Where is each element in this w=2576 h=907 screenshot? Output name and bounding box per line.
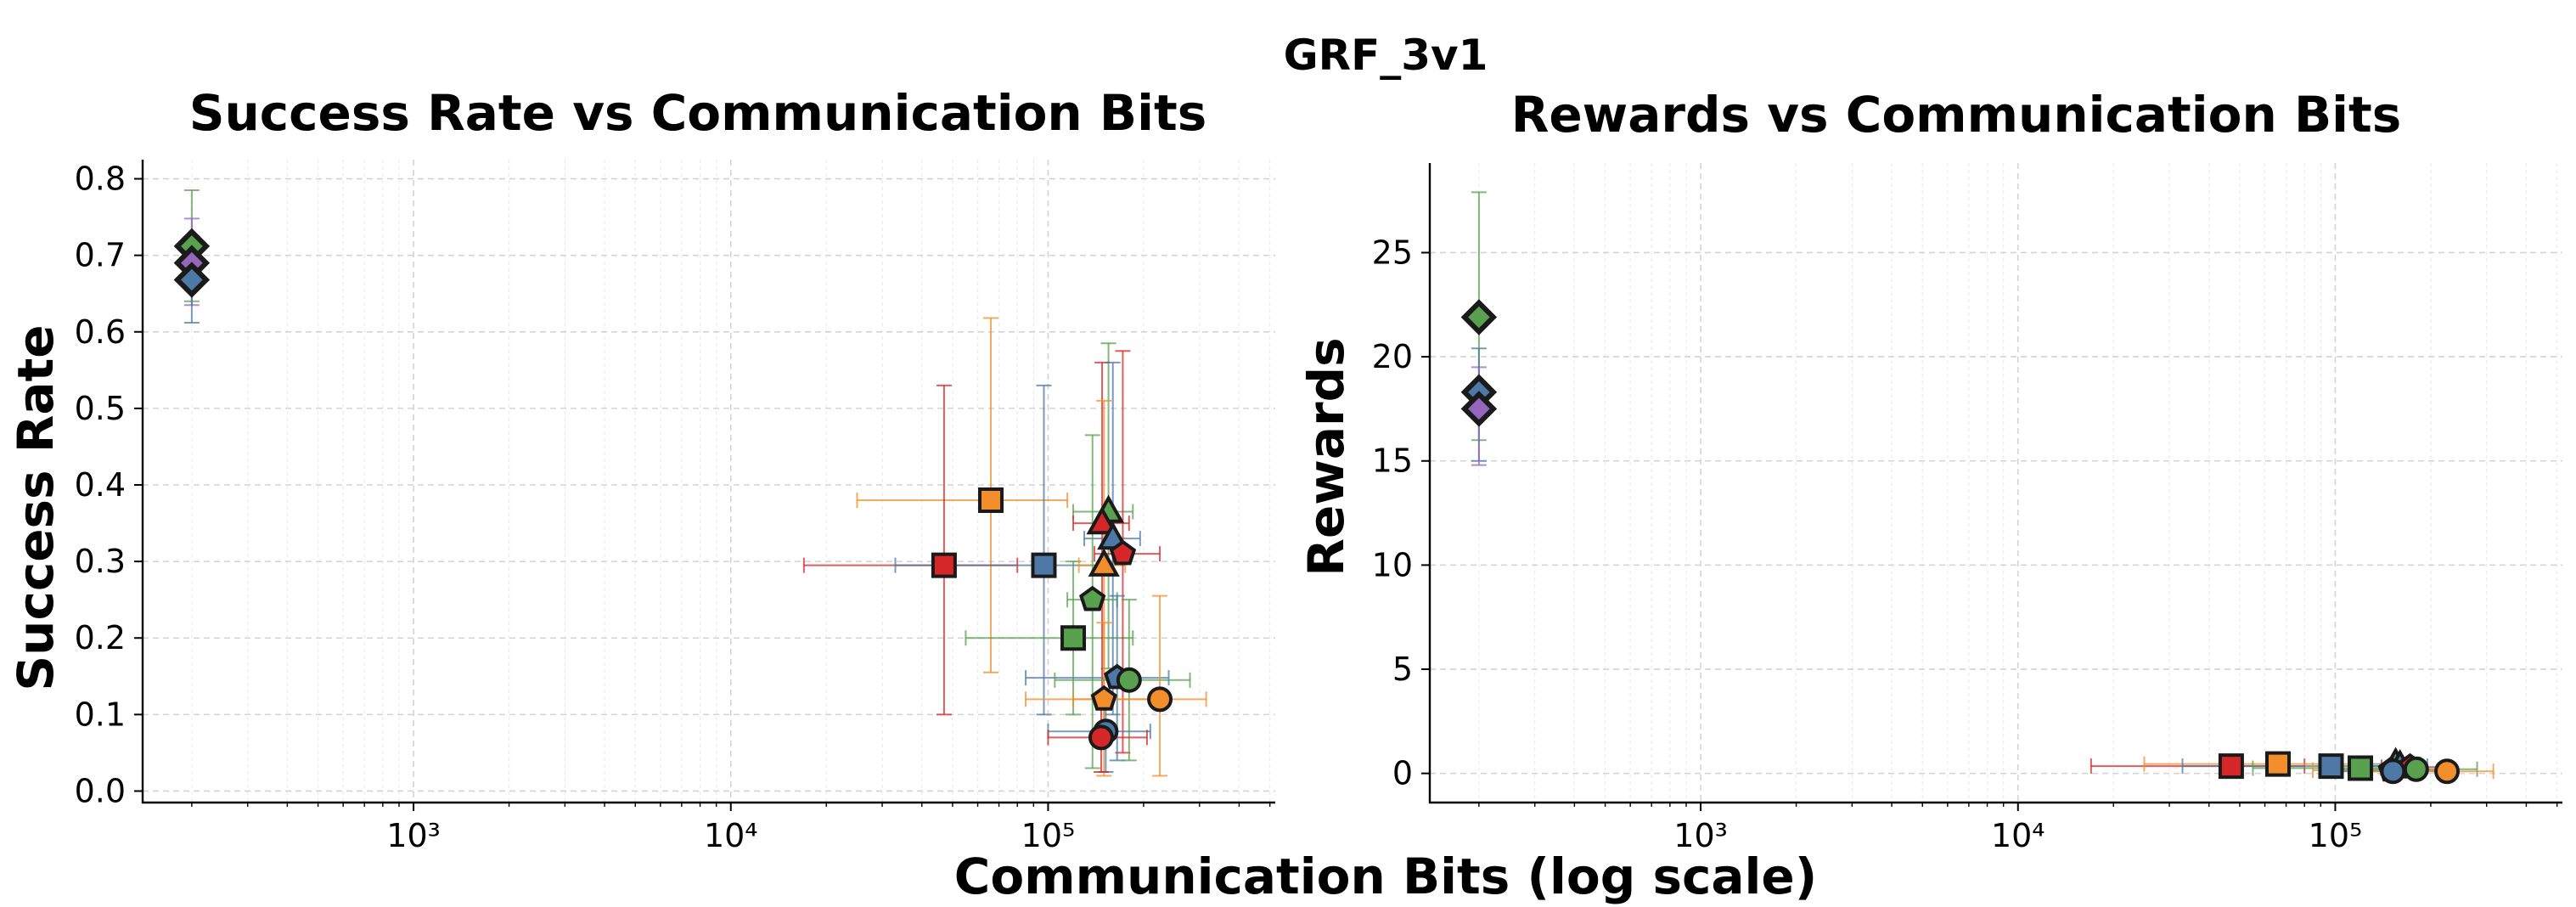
success-rate-point-square xyxy=(1060,625,1087,651)
rewards-plot-title: Rewards vs Communication Bits xyxy=(1511,86,2402,144)
rewards-point-diamond xyxy=(1460,299,1498,335)
success-rate-y-tick-label: 0.4 xyxy=(75,466,126,504)
rewards-panel: Rewards vs Communication Bits Rewards 10… xyxy=(1297,86,2562,854)
rewards-data-points xyxy=(1460,299,2461,785)
success-rate-error-bars xyxy=(183,189,1207,777)
success-rate-panel: Success Rate vs Communication Bits Succe… xyxy=(7,84,1275,854)
success-rate-plot-title: Success Rate vs Communication Bits xyxy=(189,84,1207,142)
success-rate-y-tick-label: 0.0 xyxy=(75,772,126,809)
rewards-y-tick-label: 25 xyxy=(1372,234,1413,271)
success-rate-point-pentagon xyxy=(1109,539,1137,566)
rewards-x-tick-label: 10³ xyxy=(1673,817,1728,854)
rewards-y-tick-label: 15 xyxy=(1372,442,1413,480)
rewards-y-tick-label: 20 xyxy=(1372,338,1413,375)
rewards-point-diamond xyxy=(1460,391,1498,427)
success-rate-y-axis-label: Success Rate xyxy=(7,324,65,690)
rewards-grid xyxy=(1430,163,2562,803)
success-rate-y-tick-label: 0.5 xyxy=(75,390,126,427)
shared-x-axis-label: Communication Bits (log scale) xyxy=(954,848,1817,905)
success-rate-y-tick-label: 0.6 xyxy=(75,313,126,351)
rewards-x-tick-label: 10⁵ xyxy=(2309,817,2363,854)
rewards-y-tick-label: 0 xyxy=(1392,755,1413,792)
rewards-point-circle xyxy=(2380,758,2406,785)
rewards-point-square xyxy=(2265,751,2292,777)
success-rate-y-tick-label: 0.7 xyxy=(75,237,126,274)
success-rate-grid xyxy=(143,160,1275,803)
success-rate-x-tick-label: 10⁵ xyxy=(1021,817,1076,854)
success-rate-y-tick-label: 0.8 xyxy=(75,161,126,198)
rewards-y-tick-label: 10 xyxy=(1372,546,1413,583)
rewards-error-bars xyxy=(1471,191,2494,780)
success-rate-y-tick-label: 0.1 xyxy=(75,696,126,733)
success-rate-point-triangle xyxy=(1086,505,1118,535)
success-rate-point-triangle xyxy=(1088,548,1120,577)
rewards-y-tick-label: 5 xyxy=(1392,651,1413,688)
success-rate-point-pentagon xyxy=(1079,585,1106,611)
success-rate-point-pentagon xyxy=(1090,684,1117,711)
rewards-point-circle xyxy=(2434,758,2461,785)
rewards-point-square xyxy=(2318,753,2344,780)
rewards-y-axis-label: Rewards xyxy=(1297,337,1355,576)
success-rate-x-tick-label: 10³ xyxy=(386,817,441,854)
success-rate-point-diamond xyxy=(173,262,211,298)
success-rate-data-points xyxy=(173,228,1173,751)
success-rate-y-tick-label: 0.2 xyxy=(75,619,126,656)
rewards-point-square xyxy=(2348,755,2374,781)
success-rate-x-tick-label: 10⁴ xyxy=(704,817,758,854)
rewards-x-tick-label: 10⁴ xyxy=(1991,817,2045,854)
rewards-point-square xyxy=(2218,753,2244,780)
success-rate-point-circle xyxy=(1116,667,1142,693)
success-rate-point-square xyxy=(978,487,1004,514)
success-rate-point-square xyxy=(1031,552,1057,578)
success-rate-point-circle xyxy=(1147,686,1173,713)
success-rate-point-square xyxy=(931,552,957,578)
figure-suptitle: GRF_3v1 xyxy=(1284,31,1488,80)
success-rate-y-tick-label: 0.3 xyxy=(75,543,126,580)
rewards-point-circle xyxy=(2403,756,2429,782)
success-rate-point-circle xyxy=(1088,724,1114,751)
